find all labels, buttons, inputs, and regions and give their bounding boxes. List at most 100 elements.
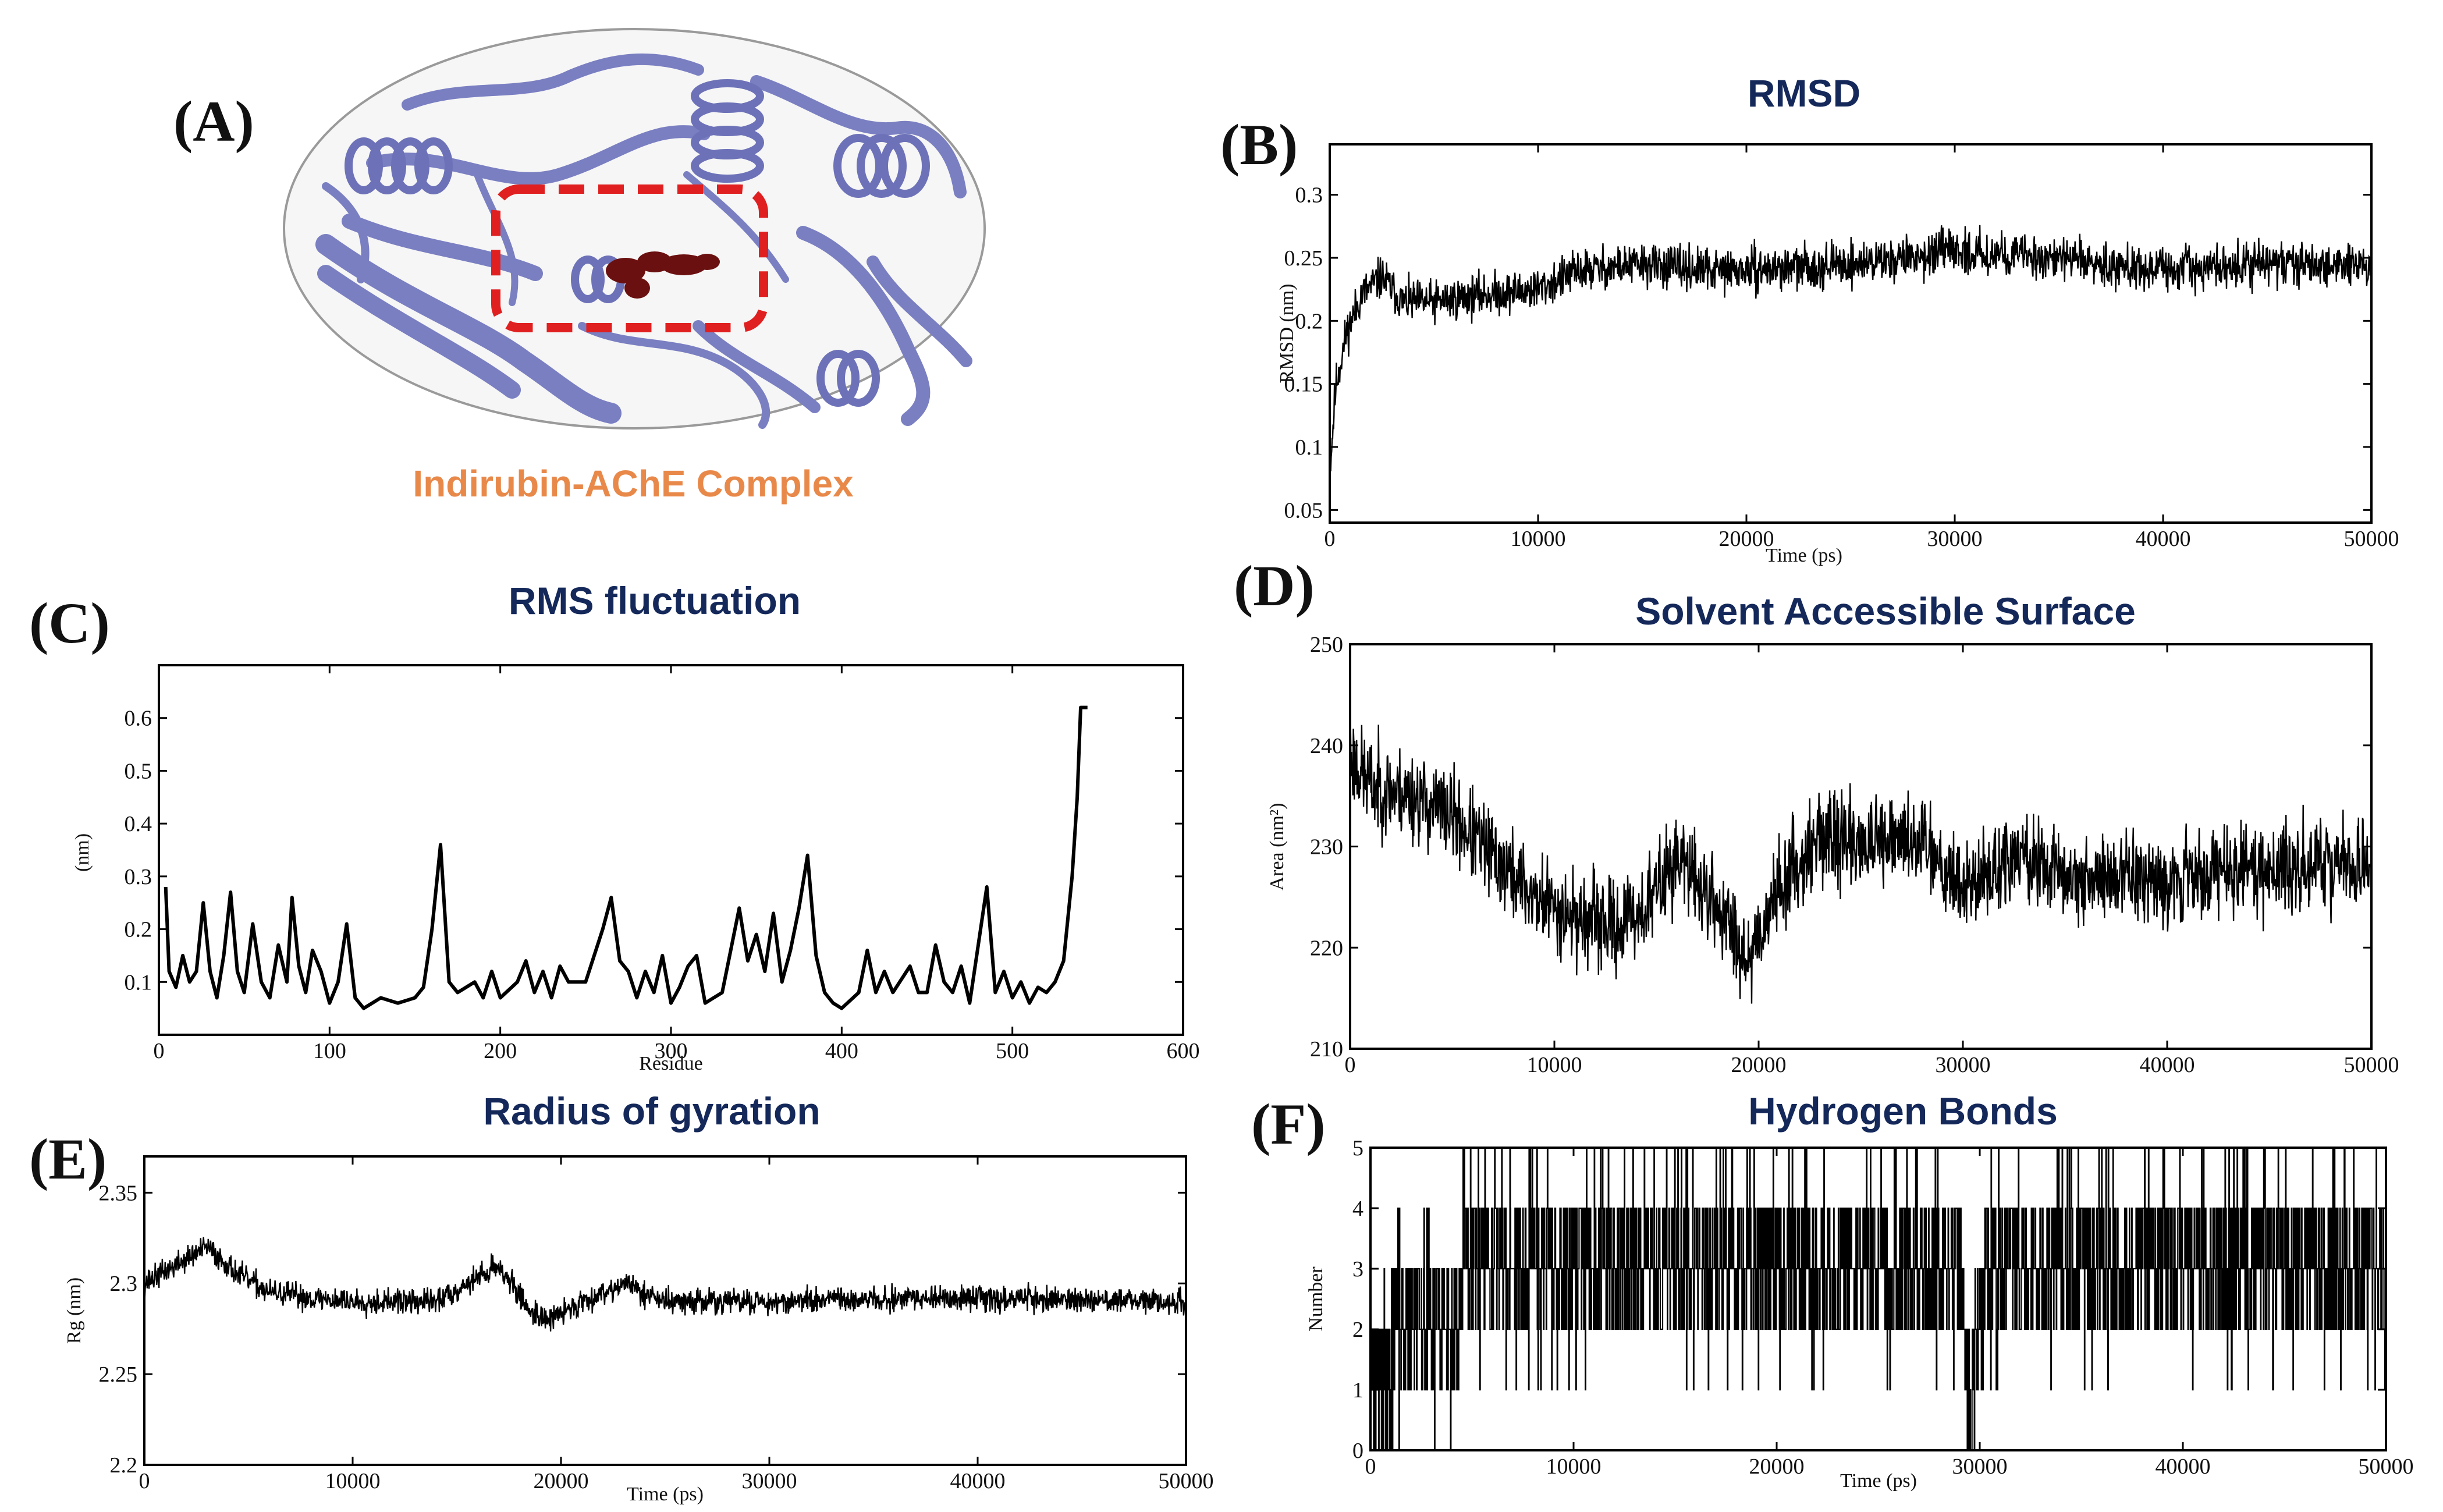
panel-b-title: RMSD: [1748, 72, 1860, 115]
x-tick-label: 10000: [1527, 1053, 1582, 1077]
x-tick-label: 400: [825, 1039, 858, 1063]
y-tick-label: 0.05: [1284, 498, 1323, 523]
panel-b: (B) RMSD 0 10000 20000 30000 40000 500000.050…: [1220, 72, 2399, 566]
y-tick-label: 230: [1310, 835, 1343, 860]
y-axis-label: (nm): [72, 833, 93, 872]
y-tick-label: 0.6: [125, 707, 152, 731]
x-tick-label: 30000: [1952, 1454, 2008, 1479]
y-tick-label: 0.1: [125, 970, 152, 995]
panel-e: (E) Radius of gyration 0 10000 20000 30000 4…: [29, 1089, 1214, 1505]
x-tick-label: 20000: [534, 1469, 589, 1493]
x-tick-label: 30000: [742, 1469, 797, 1493]
x-tick-label: 50000: [1159, 1469, 1214, 1493]
panel-f-title: Hydrogen Bonds: [1748, 1089, 2058, 1133]
x-tick-label: 0: [1345, 1053, 1356, 1077]
x-tick-label: 0: [1365, 1454, 1376, 1479]
plot-frame-e: [143, 1155, 1187, 1466]
binding-site-box: [491, 184, 768, 332]
y-tick-label: 0.4: [125, 812, 152, 836]
y-axis-label: RMSD (nm): [1276, 284, 1298, 384]
x-tick-label: 0: [1325, 527, 1336, 551]
protein-ribbon: [315, 53, 972, 429]
x-tick-label: 50000: [2344, 1053, 2399, 1077]
y-axis-label: Number: [1305, 1266, 1327, 1332]
x-axis-label: Time (ps): [1766, 545, 1842, 566]
y-tick-label: 2.25: [99, 1362, 138, 1387]
x-tick-label: 200: [484, 1039, 517, 1063]
panel-c-plot-area: 0 100 200 300 400 500 600 0.1 0.2 0.3 0.4 0.5 0.6 Res…: [72, 664, 1200, 1074]
panel-b-plot-area: 0 10000 20000 30000 40000 50000 0.05 0.1 0.15 0.2…: [1276, 143, 2399, 566]
y-tick-label: 0.2: [125, 918, 152, 942]
y-tick-label: 2.35: [99, 1181, 138, 1205]
x-tick-label: 0: [154, 1039, 165, 1063]
y-tick-label: 2.2: [110, 1453, 138, 1478]
panel-c-letter: (C): [29, 591, 110, 655]
y-tick-label: 5: [1352, 1136, 1363, 1160]
x-axis-label: Residue: [639, 1053, 703, 1074]
x-tick-label: 40000: [2140, 1053, 2195, 1077]
panel-c-title: RMS fluctuation: [509, 579, 801, 622]
y-axis-label: Area (nm²): [1266, 803, 1288, 891]
y-tick-label: 4: [1352, 1197, 1363, 1221]
panel-b-letter: (B): [1220, 112, 1298, 177]
panel-c: (C) RMS fluctuation 0 100 200 300 400 500 6000…: [29, 579, 1200, 1074]
y-tick-label: 250: [1310, 633, 1343, 657]
x-axis-label: Time (ps): [1840, 1470, 1917, 1492]
x-tick-label: 600: [1167, 1039, 1200, 1063]
series-line-c: [164, 705, 1088, 1010]
panel-a: (A): [173, 28, 986, 505]
panel-d-letter: (D): [1234, 553, 1315, 618]
x-tick-label: 10000: [325, 1469, 381, 1493]
x-tick-label: 500: [996, 1039, 1029, 1063]
x-tick-label: 40000: [2136, 527, 2191, 551]
y-tick-label: 0.15: [1284, 372, 1323, 397]
panel-e-plot-area: 0 10000 20000 30000 40000 50000 2.2 2.25 2.3 2.35…: [63, 1155, 1214, 1505]
panel-f: (F) Hydrogen Bonds 0 10000 20000 30000 40000…: [1251, 1089, 2414, 1492]
y-tick-label: 0.2: [1295, 309, 1323, 333]
complex-caption: Indirubin-AChE Complex: [413, 463, 854, 505]
series-line-f: [1370, 1148, 2386, 1450]
panel-f-letter: (F): [1251, 1092, 1326, 1156]
x-tick-label: 40000: [2156, 1454, 2211, 1479]
series-line-b: [1330, 225, 2371, 486]
panel-f-plot-area: 0 10000 20000 30000 40000 50000 0 1 2 3 4 5 Time (ps…: [1305, 1136, 2414, 1492]
protein-structure-illustration: [283, 28, 986, 430]
series-line-e: [144, 1237, 1186, 1332]
series-line-d: [1350, 725, 2371, 1004]
ligand-molecule: [606, 251, 720, 299]
panel-d: (D) Solvent Accessible Surface 0 10000 200…: [1234, 553, 2399, 1077]
panel-a-letter: (A): [173, 89, 254, 154]
x-tick-label: 100: [313, 1039, 346, 1063]
panel-d-title: Solvent Accessible Surface: [1635, 590, 2136, 633]
x-tick-label: 40000: [950, 1469, 1006, 1493]
y-tick-label: 0: [1352, 1439, 1363, 1463]
y-tick-label: 2.3: [110, 1272, 138, 1296]
x-tick-label: 30000: [1936, 1053, 1991, 1077]
y-tick-label: 3: [1352, 1257, 1363, 1282]
y-tick-label: 2: [1352, 1318, 1363, 1342]
y-tick-label: 0.5: [125, 759, 152, 783]
panel-d-plot-area: 0 10000 20000 30000 40000 50000 210 220 230 240 25…: [1266, 633, 2399, 1077]
panel-e-title: Radius of gyration: [483, 1089, 820, 1133]
x-tick-label: 50000: [2344, 527, 2399, 551]
protein-helices: [345, 79, 930, 407]
y-tick-label: 1: [1352, 1378, 1363, 1403]
x-axis-label: Time (ps): [627, 1483, 704, 1505]
y-tick-label: 0.3: [125, 865, 152, 889]
panel-e-letter: (E): [29, 1127, 106, 1191]
x-tick-label: 20000: [1731, 1053, 1787, 1077]
y-tick-label: 0.25: [1284, 246, 1323, 271]
y-tick-label: 0.3: [1295, 183, 1323, 208]
y-axis-label: Rg (nm): [63, 1277, 85, 1344]
y-tick-label: 220: [1310, 936, 1343, 960]
y-tick-label: 210: [1310, 1037, 1343, 1062]
y-tick-label: 240: [1310, 734, 1343, 758]
x-tick-label: 10000: [1546, 1454, 1602, 1479]
x-tick-label: 10000: [1511, 527, 1566, 551]
x-tick-label: 20000: [1749, 1454, 1805, 1479]
x-tick-label: 0: [139, 1469, 150, 1493]
plot-frame-b: [1329, 143, 2373, 524]
y-tick-label: 0.1: [1295, 435, 1323, 460]
x-tick-label: 50000: [2359, 1454, 2414, 1479]
